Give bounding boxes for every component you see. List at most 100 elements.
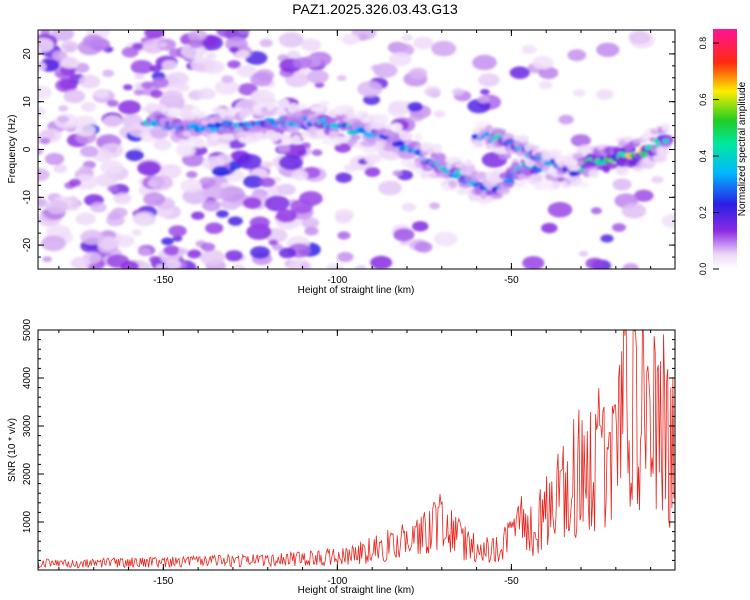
heatmap-noise-cell <box>132 229 142 236</box>
heatmap-noise-cell <box>393 228 415 242</box>
heatmap-noise-cell <box>106 99 119 107</box>
heatmap-noise-cell <box>214 79 240 95</box>
heatmap-noise-cell <box>628 30 651 45</box>
heatmap-noise-cell <box>242 197 262 209</box>
figure-title: PAZ1.2025.326.03.43.G13 <box>292 1 458 17</box>
heatmap-noise-cell <box>477 95 490 104</box>
y-tick-label: 10 <box>22 96 33 108</box>
heatmap-noise-cell <box>121 46 139 58</box>
heatmap-noise-cell <box>225 250 244 262</box>
heatmap-noise-cell <box>612 223 626 232</box>
heatmap-ridge-cell <box>145 102 160 112</box>
y-tick-label: 20 <box>22 48 33 60</box>
heatmap-noise-cell <box>134 73 145 80</box>
heatmap-noise-cell <box>205 222 224 234</box>
heatmap-ridge-cell <box>281 137 293 146</box>
heatmap-noise-cell <box>78 165 92 174</box>
heatmap-noise-cell <box>250 72 273 87</box>
heatmap-noise-cell <box>429 202 440 210</box>
heatmap-noise-cell <box>177 248 189 255</box>
heatmap-noise-cell <box>268 239 279 246</box>
heatmap-noise-cell <box>237 30 250 35</box>
heatmap-ridge-cell <box>402 151 416 160</box>
heatmap-ridge-cell <box>296 103 309 110</box>
heatmap-noise-cell <box>278 32 304 48</box>
heatmap-noise-cell <box>143 192 166 207</box>
heatmap-noise-cell <box>237 83 258 96</box>
heatmap-noise-cell <box>175 144 196 157</box>
heatmap-noise-cell <box>558 114 574 125</box>
heatmap-noise-cell <box>414 241 433 253</box>
x-tick-label: -150 <box>153 576 173 587</box>
heatmap-ridge-core <box>206 122 217 128</box>
heatmap-noise-cell <box>202 185 226 201</box>
heatmap-noise-cell <box>90 202 107 213</box>
heatmap-noise-cell <box>212 165 230 177</box>
heatmap-noise-cell <box>40 30 51 35</box>
heatmap-noise-cell <box>300 38 322 52</box>
heatmap-noise-cell <box>68 178 82 187</box>
heatmap-noise-cell <box>153 138 172 151</box>
y-tick-label: -20 <box>22 237 33 252</box>
heatmap-noise-cell <box>306 69 329 84</box>
heatmap-ridge-cell <box>240 107 252 117</box>
heatmap-noise-cell <box>278 155 303 171</box>
heatmap-noise-cell <box>291 169 309 181</box>
heatmap-ridge-cell <box>373 114 389 124</box>
heatmap-noise-cell <box>118 100 141 115</box>
heatmap-ridge-cell <box>287 125 300 134</box>
heatmap-noise-cell <box>202 199 221 212</box>
heatmap-noise-cell <box>187 249 202 259</box>
heatmap-noise-cell <box>51 30 75 42</box>
heatmap-ridge-cell <box>274 110 287 117</box>
heatmap-ridge-cell <box>178 139 189 148</box>
heatmap-ridge-cell <box>652 154 667 163</box>
heatmap-noise-cell <box>337 251 354 263</box>
heatmap-noise-cell <box>120 260 139 269</box>
heatmap-noise-cell <box>80 145 99 158</box>
heatmap-ridge-cell <box>194 138 204 148</box>
heatmap-noise-cell <box>411 221 429 232</box>
heatmap-noise-cell <box>39 137 51 145</box>
heatmap-noise-cell <box>38 198 48 207</box>
colorbar-tick-label: 0.8 <box>698 37 708 50</box>
heatmap-ridge-cell <box>491 128 506 135</box>
heatmap-ridge-cell <box>180 109 193 118</box>
heatmap-noise-cell <box>125 149 144 162</box>
heatmap-noise-cell <box>431 40 457 57</box>
y-tick-label: 2000 <box>22 462 33 485</box>
heatmap-noise-cell <box>191 211 205 220</box>
heatmap-ridge-cell <box>607 163 618 169</box>
heatmap-noise-cell <box>290 199 314 214</box>
heatmap-noise-cell <box>216 30 239 38</box>
heatmap-noise-cell <box>80 229 105 245</box>
heatmap-noise-cell <box>229 46 240 53</box>
heatmap-noise-cell <box>231 263 245 269</box>
heatmap-noise-cell <box>157 41 168 49</box>
heatmap-noise-cell <box>38 61 47 72</box>
heatmap-noise-cell <box>363 94 381 105</box>
heatmap-noise-cell <box>344 163 358 173</box>
heatmap-noise-cell <box>38 38 54 53</box>
colorbar-tick-label: 0.4 <box>698 150 708 163</box>
heatmap-ridge-cell <box>277 98 290 109</box>
heatmap-ridge-cell <box>551 181 561 189</box>
snr-series-line <box>38 330 675 569</box>
heatmap-noise-cell <box>216 210 229 218</box>
heatmap-ridge-cell <box>322 136 333 146</box>
heatmap-noise-cell <box>172 235 183 242</box>
heatmap-noise-cell <box>334 142 352 153</box>
heatmap-noise-cell <box>433 110 446 118</box>
heatmap-noise-cell <box>219 186 245 202</box>
heatmap-noise-cell <box>134 213 153 225</box>
heatmap-ridge-cell <box>475 171 487 181</box>
heatmap-noise-cell <box>180 179 202 193</box>
heatmap-noise-cell <box>38 168 50 182</box>
heatmap-noise-cell <box>168 48 184 58</box>
heatmap-noise-cell <box>567 49 587 62</box>
heatmap-noise-cell <box>161 237 174 246</box>
x-tick-label: -50 <box>504 275 519 286</box>
y-tick-label: 3000 <box>22 414 33 437</box>
heatmap-noise-cell <box>45 200 69 215</box>
